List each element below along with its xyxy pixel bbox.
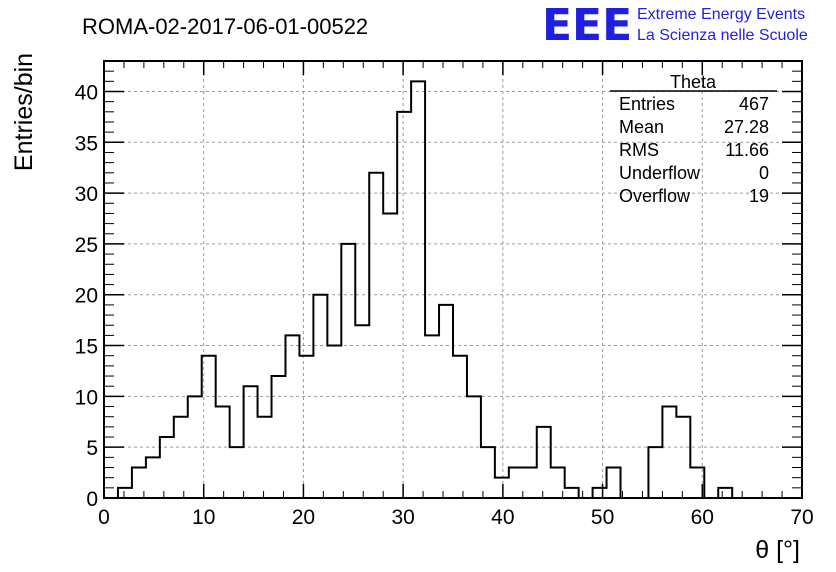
tick-labels: 0 10 20 30 40 50 60 70 0 5 10 15 20 25 30 35 40 [75, 81, 814, 529]
y-tick-label: 35 [75, 132, 98, 155]
stats-rows: Entries 467 Mean 27.28 RMS 11.66 Underflow 0 Ove… [619, 94, 769, 206]
stats-row-label: Overflow [619, 186, 691, 206]
y-tick-label: 20 [75, 285, 98, 308]
grid-lines [104, 61, 802, 498]
y-tick-label: 30 [75, 183, 98, 206]
x-tick-label: 10 [192, 506, 215, 529]
x-tick-label: 70 [790, 506, 813, 529]
stats-row-label: Underflow [619, 163, 701, 183]
axis-ticks [103, 60, 803, 499]
stats-row-value: 467 [739, 94, 769, 114]
stats-row-label: RMS [619, 140, 659, 160]
stats-row-label: Mean [619, 117, 664, 137]
x-tick-label: 60 [691, 506, 714, 529]
x-axis-label: θ [°] [755, 536, 800, 564]
y-tick-label: 40 [75, 81, 98, 104]
plot-frame [103, 60, 803, 499]
eee-logo: EEE Extreme Energy Events La Scienza nel… [542, 0, 808, 51]
stats-row-value: 19 [749, 186, 769, 206]
stats-title: Theta [670, 72, 717, 92]
y-tick-label: 25 [75, 234, 98, 257]
logo-line-2: La Scienza nelle Scuole [637, 27, 808, 44]
stats-row-value: 0 [759, 163, 769, 183]
logo-line-1: Extreme Energy Events [637, 6, 805, 23]
stats-row-value: 11.66 [725, 140, 769, 160]
x-tick-label: 30 [391, 506, 414, 529]
histogram-step-line [104, 80, 802, 499]
logo-mark: EEE [542, 0, 632, 51]
stats-row-label: Entries [619, 94, 675, 114]
y-tick-label: 10 [75, 386, 98, 409]
stats-row-value: 27.28 [724, 117, 769, 137]
y-tick-label: 5 [86, 437, 98, 460]
y-tick-label: 0 [86, 488, 98, 511]
chart-title: ROMA-02-2017-06-01-00522 [82, 14, 368, 39]
y-tick-label: 15 [75, 336, 98, 359]
y-axis-label: Entries/bin [10, 53, 38, 171]
x-tick-label: 0 [98, 506, 110, 529]
x-tick-label: 40 [491, 506, 514, 529]
stats-box: Theta Entries 467 Mean 27.28 RMS 11.66 Underfl… [610, 72, 777, 206]
x-tick-label: 20 [292, 506, 315, 529]
x-tick-label: 50 [591, 506, 614, 529]
